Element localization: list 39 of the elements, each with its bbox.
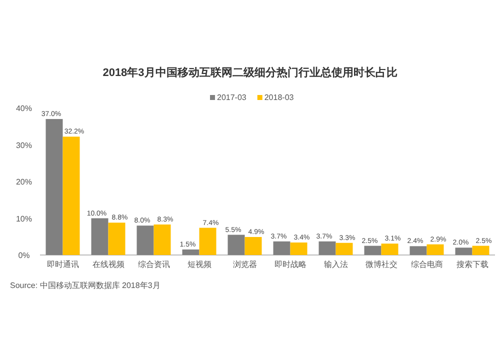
title: 2018年3月中国移动互联网二级细分热门行业总使用时长占比 — [102, 67, 398, 79]
x-tick-label: 短视频 — [187, 260, 212, 269]
bar — [273, 241, 290, 255]
y-tick-label: 10% — [16, 214, 32, 224]
legend-label: 2018-03 — [264, 93, 294, 102]
bar — [46, 119, 63, 255]
bar — [364, 246, 382, 255]
bar — [426, 244, 444, 255]
x-tick-label: 综合电商 — [410, 260, 443, 269]
bar — [290, 242, 308, 255]
x-tick-label: 浏览器 — [232, 260, 257, 269]
bar — [108, 222, 126, 255]
x-tick-label: 输入法 — [324, 260, 348, 269]
y-tick-label: 0% — [18, 251, 30, 260]
x-tick-label: 即时通讯 — [46, 260, 79, 269]
bar — [410, 246, 427, 255]
legend-label: 2017-03 — [217, 93, 247, 102]
x-tick-label: 微博社交 — [365, 260, 398, 269]
bar — [154, 224, 171, 255]
x-tick-label: 搜索下载 — [456, 260, 488, 269]
bar — [62, 136, 80, 255]
x-tick-label: 综合资讯 — [138, 260, 170, 269]
bar — [318, 241, 336, 255]
bar — [182, 249, 200, 255]
bar — [336, 242, 353, 255]
bar — [455, 248, 472, 255]
bar — [381, 244, 398, 255]
bar — [136, 226, 154, 255]
y-tick-label: 30% — [16, 140, 32, 150]
bar — [199, 228, 216, 255]
y-tick-label: 20% — [16, 178, 32, 186]
x-tick-label: 即时战略 — [274, 260, 306, 269]
bar — [472, 246, 490, 255]
x-tick-label: 在线视频 — [92, 260, 124, 269]
y-tick-label: 40% — [16, 104, 32, 113]
bar — [91, 218, 108, 255]
source-note: Source: 中国移动互联网数据库 2018年3月 — [10, 281, 160, 290]
bar — [244, 236, 262, 255]
bar — [228, 234, 245, 255]
